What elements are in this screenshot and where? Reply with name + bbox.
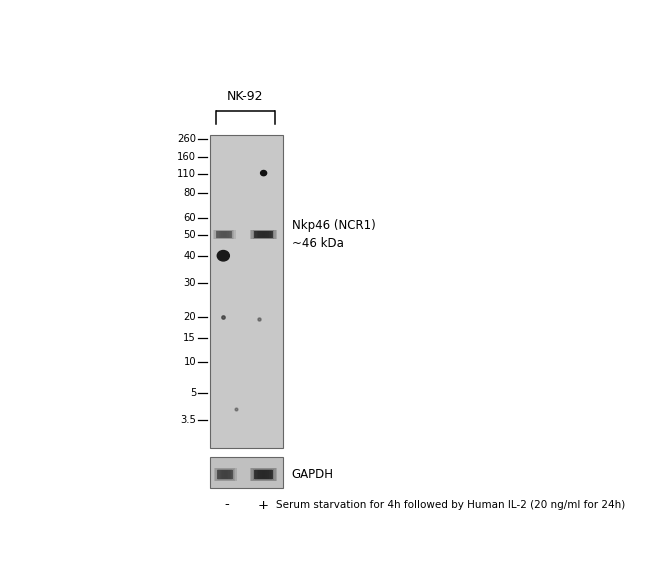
Bar	[259, 470, 269, 479]
Bar	[257, 470, 270, 480]
Text: 260: 260	[177, 134, 196, 144]
Bar	[210, 135, 283, 449]
Text: +: +	[258, 498, 269, 511]
Bar	[223, 232, 226, 237]
Bar	[262, 232, 265, 237]
Text: 3.5: 3.5	[180, 415, 196, 425]
Point	[231, 405, 242, 414]
Bar	[222, 232, 227, 237]
Bar	[250, 229, 278, 239]
Bar	[254, 230, 274, 238]
Bar	[215, 468, 235, 481]
Bar	[221, 470, 229, 479]
Bar	[254, 470, 273, 479]
Bar	[214, 468, 237, 481]
Bar	[257, 231, 270, 238]
Text: 5: 5	[190, 388, 196, 398]
Point	[218, 312, 229, 321]
Bar	[217, 469, 234, 480]
Text: Nkp46 (NCR1)
~46 kDa: Nkp46 (NCR1) ~46 kDa	[292, 219, 376, 250]
Text: 80: 80	[183, 188, 196, 198]
Bar	[216, 231, 232, 238]
Text: 50: 50	[183, 231, 196, 240]
Bar	[262, 471, 265, 478]
Bar	[252, 468, 276, 481]
Bar	[217, 231, 231, 238]
Bar	[224, 471, 227, 478]
Text: 40: 40	[183, 251, 196, 260]
Text: 160: 160	[177, 152, 196, 162]
Bar	[260, 471, 267, 479]
Bar	[254, 469, 274, 480]
Text: GAPDH: GAPDH	[292, 468, 334, 481]
Bar	[218, 231, 230, 238]
Bar	[255, 231, 272, 238]
Text: -: -	[224, 498, 229, 511]
Bar	[220, 231, 229, 238]
Text: 110: 110	[177, 168, 196, 179]
Text: 15: 15	[183, 333, 196, 344]
Bar	[210, 457, 283, 489]
Bar	[250, 468, 278, 481]
Text: 10: 10	[183, 357, 196, 367]
Circle shape	[217, 250, 229, 261]
Bar	[222, 471, 228, 479]
Bar	[220, 470, 231, 480]
Bar	[213, 229, 236, 239]
Bar	[260, 232, 267, 237]
Bar	[255, 470, 272, 480]
Bar	[217, 470, 233, 479]
Point	[254, 315, 264, 324]
Text: 60: 60	[183, 213, 196, 223]
Text: 20: 20	[183, 312, 196, 322]
Text: Serum starvation for 4h followed by Human IL-2 (20 ng/ml for 24h): Serum starvation for 4h followed by Huma…	[276, 500, 625, 510]
Circle shape	[261, 171, 266, 176]
Text: NK-92: NK-92	[227, 90, 263, 103]
Bar	[252, 230, 276, 239]
Text: 30: 30	[183, 278, 196, 288]
Bar	[214, 230, 234, 239]
Bar	[259, 231, 269, 238]
Bar	[218, 470, 233, 480]
Bar	[254, 231, 273, 238]
Bar	[216, 230, 233, 238]
